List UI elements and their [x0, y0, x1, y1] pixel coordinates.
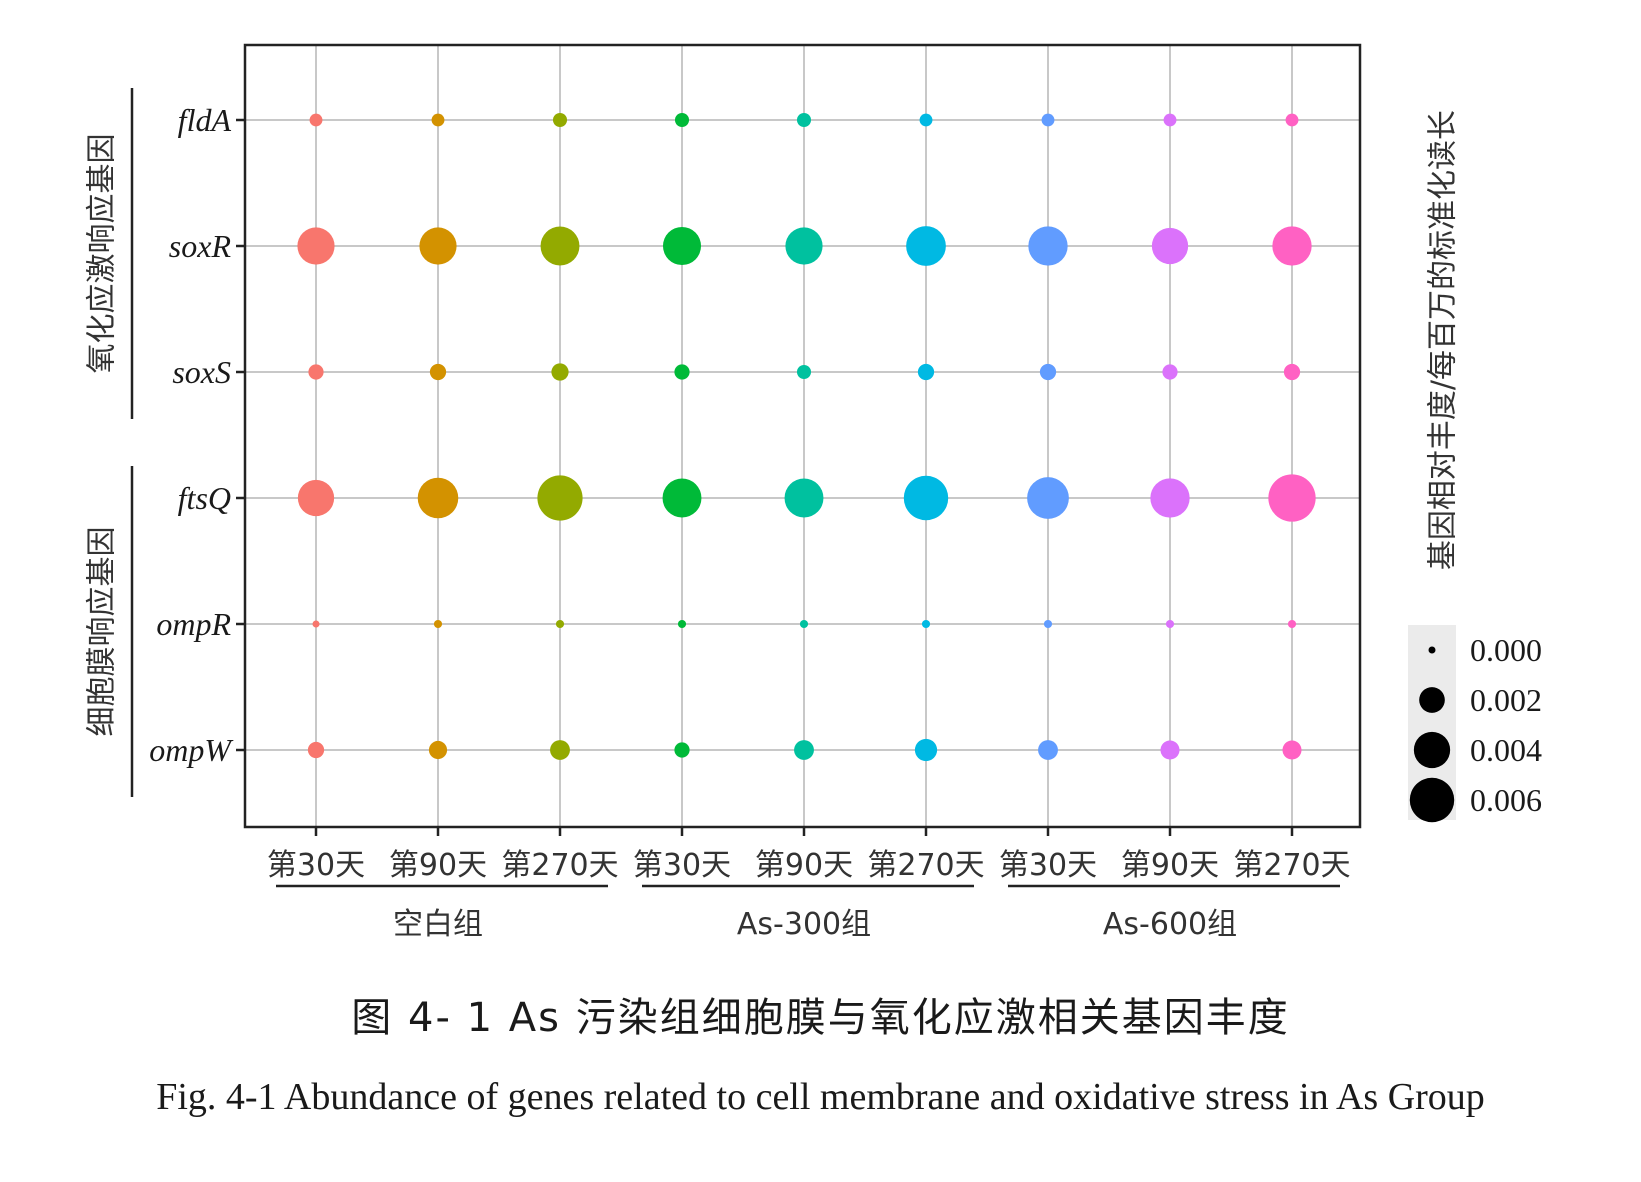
y-group-label: 细胞膜响应基因 [85, 527, 120, 737]
legend-key-circle [1428, 646, 1436, 654]
x-tick-label: 第90天 [389, 848, 487, 883]
data-point [1041, 113, 1055, 127]
x-tick-label: 第90天 [755, 848, 853, 883]
data-point [297, 227, 335, 265]
data-point [431, 113, 445, 127]
y-tick-label: fldA [178, 102, 232, 138]
data-point [796, 112, 812, 128]
data-point [537, 475, 583, 521]
data-point [1272, 226, 1312, 266]
x-tick-label: 第30天 [633, 848, 731, 883]
data-point [677, 619, 687, 629]
data-point [674, 112, 690, 128]
data-point [550, 740, 570, 760]
data-point [906, 226, 946, 266]
legend-key-circle [1409, 777, 1455, 823]
data-point [307, 741, 325, 759]
data-point [555, 619, 565, 629]
legend-label: 0.004 [1470, 732, 1542, 768]
legend-key-circle [1413, 731, 1451, 769]
x-tick-label: 第270天 [1233, 848, 1350, 883]
data-point [1162, 364, 1178, 380]
data-point [308, 364, 324, 380]
data-point [662, 226, 702, 266]
data-point [1039, 363, 1057, 381]
data-point [297, 479, 335, 517]
data-point [312, 620, 320, 628]
data-point [674, 364, 690, 380]
legend-label: 0.000 [1470, 632, 1542, 668]
data-point [662, 478, 702, 518]
data-point [1028, 226, 1068, 266]
figure-caption-english: Fig. 4-1 Abundance of genes related to c… [156, 1076, 1485, 1118]
x-tick-label: 第270天 [867, 848, 984, 883]
data-point [1285, 113, 1299, 127]
y-tick-label: soxR [169, 228, 232, 264]
x-tick-label: 第30天 [267, 848, 365, 883]
data-point [1268, 474, 1316, 522]
plot-border [243, 43, 1362, 829]
data-point [540, 226, 580, 266]
legend-title: 基因相对丰度/每百万的标准化读长 [1426, 110, 1461, 570]
data-point [428, 740, 448, 760]
data-point [1151, 227, 1189, 265]
data-point [1027, 477, 1069, 519]
data-point [1038, 740, 1058, 760]
figure-caption-chinese: 图 4- 1 As 污染组细胞膜与氧化应激相关基因丰度 [351, 995, 1290, 1041]
data-point [1282, 740, 1302, 760]
data-point [433, 619, 443, 629]
y-tick-label: ompW [149, 732, 234, 768]
data-point [799, 619, 809, 629]
data-point [429, 363, 447, 381]
data-point [796, 364, 812, 380]
x-group-label: As-300组 [737, 907, 871, 942]
legend-label: 0.002 [1470, 682, 1542, 718]
data-point [785, 227, 823, 265]
data-point [1165, 619, 1175, 629]
data-point [794, 740, 814, 760]
data-point [1150, 478, 1190, 518]
x-tick-label: 第270天 [501, 848, 618, 883]
x-group-label: As-600组 [1103, 907, 1237, 942]
legend-label: 0.006 [1470, 782, 1542, 818]
data-point [1160, 740, 1180, 760]
data-point [921, 619, 931, 629]
data-point [417, 477, 459, 519]
x-group-label: 空白组 [393, 907, 483, 942]
data-point [914, 738, 938, 762]
x-tick-label: 第30天 [999, 848, 1097, 883]
data-point [1287, 619, 1297, 629]
data-point [1043, 619, 1053, 629]
y-tick-label: soxS [172, 354, 231, 390]
data-point [674, 742, 690, 758]
legend-key-circle [1419, 687, 1445, 713]
data-point [917, 363, 935, 381]
data-point [1283, 363, 1301, 381]
y-group-label: 氧化应激响应基因 [85, 134, 120, 374]
y-tick-label: ompR [156, 606, 231, 642]
data-point [552, 112, 568, 128]
data-point [903, 475, 949, 521]
data-point [309, 113, 323, 127]
data-point [919, 113, 933, 127]
data-point [551, 363, 569, 381]
y-tick-label: ftsQ [178, 480, 231, 516]
data-point [1163, 113, 1177, 127]
data-point [784, 478, 824, 518]
x-tick-label: 第90天 [1121, 848, 1219, 883]
data-point [419, 227, 457, 265]
